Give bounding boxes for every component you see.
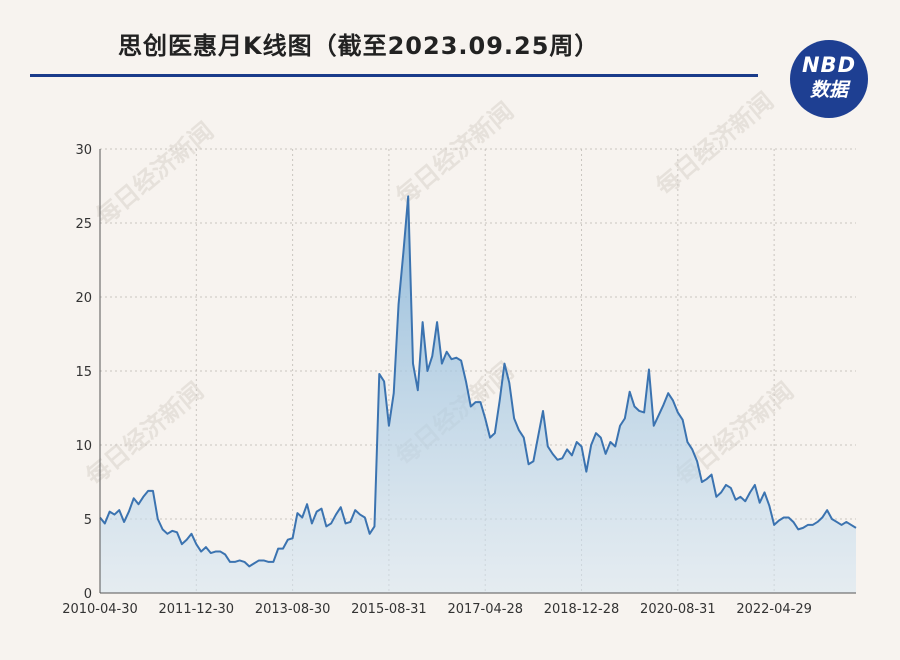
watermark-text: 每日经济新闻 [651,87,779,201]
price-area [100,196,856,594]
y-tick-label: 5 [84,513,92,528]
x-tick-label: 2015-08-31 [351,602,427,617]
x-tick-label: 2018-12-28 [544,602,620,617]
x-tick-label: 2013-08-30 [255,602,331,617]
title-underline [30,74,758,77]
y-tick-label: 30 [75,143,92,158]
logo-text-data: 数据 [809,79,848,101]
y-tick-label: 0 [84,587,92,602]
x-tick-label: 2022-04-29 [736,602,812,617]
nbd-logo: NBD 数据 [790,40,868,118]
x-tick-label: 2010-04-30 [62,602,138,617]
watermark-text: 每日经济新闻 [391,97,519,211]
y-tick-label: 15 [75,365,92,380]
y-tick-label: 25 [75,217,92,232]
x-tick-label: 2020-08-31 [640,602,716,617]
x-tick-label: 2017-04-28 [447,602,523,617]
y-tick-label: 10 [75,439,92,454]
y-tick-label: 20 [75,291,92,306]
logo-text-nbd: NBD [801,53,856,77]
price-line [99,195,857,568]
watermark-text: 每日经济新闻 [91,117,219,231]
x-tick-label: 2011-12-30 [159,602,235,617]
chart-title: 思创医惠月K线图（截至2023.09.25周） [118,32,600,60]
